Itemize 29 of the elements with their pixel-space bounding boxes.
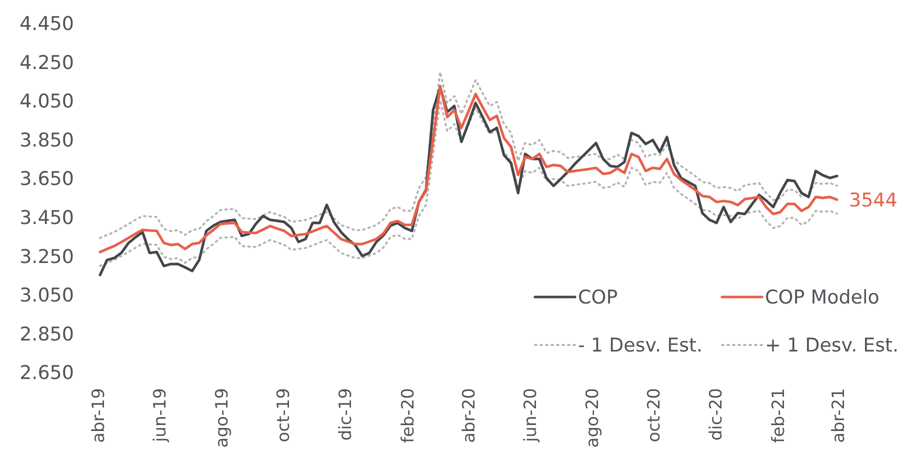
legend-label: + 1 Desv. Est.: [765, 334, 899, 357]
y-tick-label: 4.450: [20, 13, 74, 36]
legend-label: - 1 Desv. Est.: [578, 334, 702, 357]
y-tick-label: 3.050: [20, 284, 74, 307]
x-tick-label: jun-20: [521, 388, 542, 444]
x-tick-label: oct-20: [644, 388, 665, 442]
y-tick-label: 3.250: [20, 246, 74, 268]
y-tick-label: 3.450: [20, 206, 74, 229]
x-tick-label: oct-19: [274, 388, 294, 442]
legend-label: COP: [578, 286, 618, 309]
x-tick-label: feb-20: [398, 388, 419, 444]
x-tick-label: dic-19: [336, 388, 356, 441]
y-tick-label: 3.850: [20, 129, 74, 152]
x-tick-label: feb-21: [769, 388, 790, 444]
x-tick-label: dic-20: [706, 388, 726, 441]
y-tick-label: 4.050: [20, 90, 74, 113]
x-tick-label: ago-19: [212, 388, 232, 448]
annotation: 3544: [848, 189, 898, 212]
legend-label: COP Modelo: [765, 286, 880, 309]
y-tick-label: 4.250: [20, 52, 74, 74]
x-tick-label: abr-19: [88, 388, 109, 443]
y-tick-label: 2.850: [20, 323, 74, 346]
y-tick-label: 2.650: [20, 362, 74, 384]
x-tick-label: abr-20: [459, 388, 480, 443]
x-tick-label: abr-21: [828, 388, 849, 443]
x-tick-label: jun-19: [150, 388, 171, 444]
y-tick-label: 3.650: [20, 168, 74, 190]
x-tick-label: ago-20: [582, 388, 603, 448]
line-series: [99, 71, 838, 240]
